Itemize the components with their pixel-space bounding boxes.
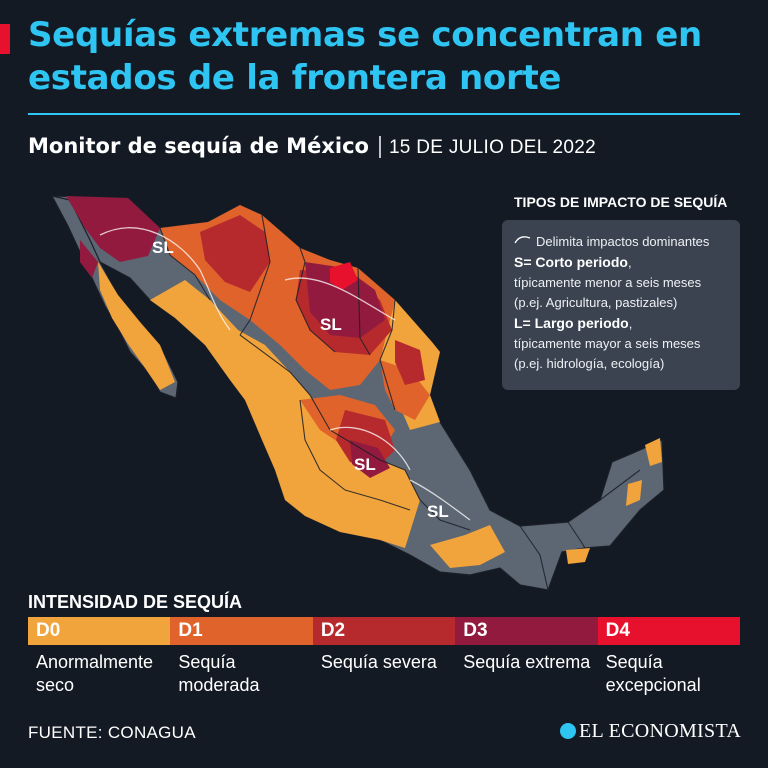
legend-color-bar: D0 Anormalmente seco D1 Sequía moderada D2…: [28, 617, 741, 695]
brand-logo-icon: [560, 723, 576, 739]
drought-d3-areas: [66, 196, 390, 478]
brand: EL ECONOMISTA: [560, 720, 741, 743]
impact-types-text: Delimita impactos dominantes S= Corto pe…: [514, 232, 740, 374]
delimiter-line-icon: [514, 236, 531, 244]
long-period-suffix: ,: [628, 316, 633, 331]
long-period-example: (p.ej. hidrología, ecología): [514, 356, 665, 371]
legend-item-d4: D4 Sequía excepcional: [597, 617, 741, 695]
impact-label-sonora: SL: [152, 238, 174, 257]
legend-label-d3: Sequía extrema: [463, 652, 591, 672]
subtitle: Monitor de sequía de México | 15 DE JULIO …: [28, 132, 596, 159]
legend-label-d4: Sequía excepcional: [605, 652, 701, 695]
delimiter-line-row: Delimita impactos dominantes: [514, 232, 740, 252]
drought-d4-areas: [330, 262, 358, 290]
legend-code-d4: D4: [605, 620, 630, 641]
state-borders: [159, 214, 641, 591]
impact-label-south: SL: [427, 502, 449, 521]
subtitle-date: 15 DE JULIO DEL 2022: [388, 137, 596, 158]
legend-code-d3: D3: [463, 620, 488, 641]
title-divider: [28, 113, 740, 115]
legend-code-d0: D0: [36, 620, 61, 641]
legend-item-d2: D2 Sequía severa: [312, 617, 456, 672]
impact-types-box: [502, 220, 740, 390]
legend-title: INTENSIDAD DE SEQUÍA: [28, 592, 243, 612]
delimiter-description: Delimita impactos dominantes: [536, 234, 710, 249]
impact-types-heading: TIPOS DE IMPACTO DE SEQUÍA: [514, 194, 728, 210]
impact-delimiter-lines: [99, 227, 471, 521]
legend-code-d1: D1: [178, 620, 203, 641]
subtitle-monitor: Monitor de sequía de México: [28, 134, 369, 158]
short-period-example: (p.ej. Agricultura, pastizales): [514, 295, 678, 310]
legend-label-d2: Sequía severa: [320, 652, 437, 672]
brand-name: EL ECONOMISTA: [579, 720, 742, 742]
impact-label-center: SL: [354, 455, 376, 474]
legend-label-d0: Anormalmente seco: [36, 652, 154, 695]
long-period-label: L= Largo periodo: [514, 315, 629, 331]
legend-item-d3: D3 Sequía extrema: [455, 617, 598, 672]
legend-label-d1: Sequía moderada: [178, 652, 260, 695]
short-period-suffix: ,: [627, 255, 632, 270]
impact-label-coahuila: SL: [320, 315, 342, 334]
short-period-label: S= Corto periodo: [514, 254, 628, 270]
subtitle-separator: |: [376, 132, 383, 158]
short-period-description: típicamente menor a seis meses: [514, 275, 702, 290]
source-credit: FUENTE: CONAGUA: [28, 723, 196, 742]
short-period-row: S= Corto periodo,: [514, 252, 740, 273]
long-period-description: típicamente mayor a seis meses: [514, 336, 701, 351]
page-title: Sequías extremas se concentran en estado…: [28, 15, 702, 98]
title-accent-bar: [0, 24, 10, 54]
legend-item-d0: D0 Anormalmente seco: [28, 617, 171, 695]
legend-code-d2: D2: [320, 620, 346, 641]
legend-item-d1: D1 Sequía moderada: [170, 617, 313, 695]
long-period-row: L= Largo periodo,: [514, 313, 740, 334]
